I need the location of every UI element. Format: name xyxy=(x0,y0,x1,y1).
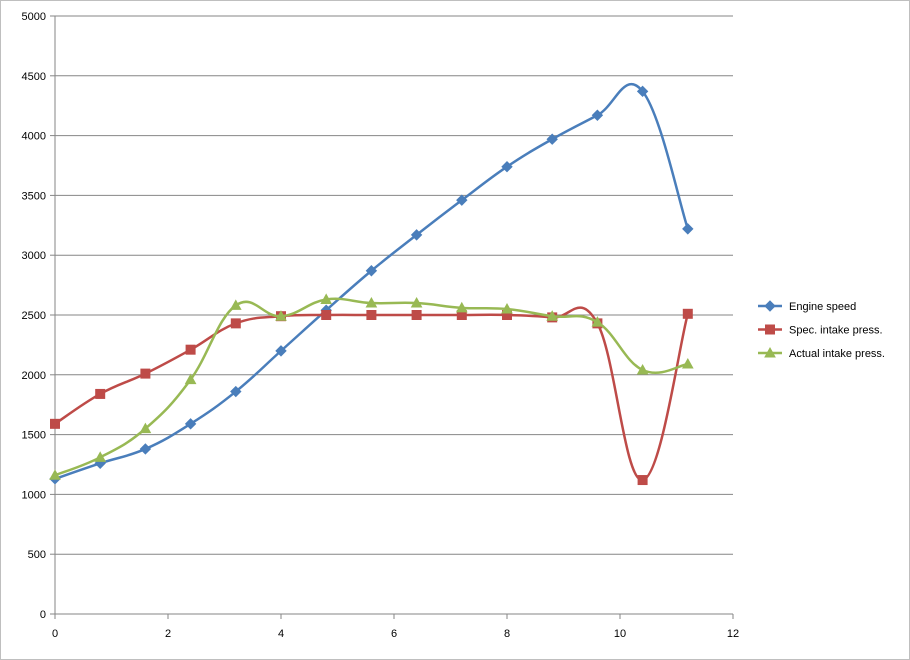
legend-label: Spec. intake press. xyxy=(789,325,883,337)
legend: Engine speed Spec. intake press. Actual in… xyxy=(758,300,885,360)
data-point xyxy=(230,385,242,398)
data-point xyxy=(139,443,152,455)
y-tick-label: 4000 xyxy=(22,131,46,143)
data-point xyxy=(546,133,558,145)
legend-swatch-marker xyxy=(764,346,776,358)
data-point xyxy=(275,345,287,357)
data-point xyxy=(411,310,422,320)
y-tick-labels: 0 500 1000 1500 2000 2500 3000 3500 4000 4500 5000 xyxy=(22,11,46,621)
data-point xyxy=(501,160,513,173)
data-point xyxy=(682,223,694,235)
gridlines xyxy=(55,15,733,555)
legend-label: Actual intake press. xyxy=(789,348,885,360)
y-tick-label: 3000 xyxy=(22,250,46,262)
data-point xyxy=(229,299,242,310)
legend-item: Actual intake press. xyxy=(758,346,885,360)
legend-swatch-marker xyxy=(765,324,775,335)
y-tick-label: 1000 xyxy=(22,489,46,501)
data-point xyxy=(321,310,332,320)
data-point xyxy=(185,344,196,355)
data-point xyxy=(320,293,333,304)
series-engine-speed xyxy=(49,82,694,485)
data-point xyxy=(637,475,648,486)
data-point xyxy=(184,418,197,430)
data-point xyxy=(365,265,378,277)
y-tick-label: 3500 xyxy=(22,190,46,202)
data-point xyxy=(139,422,152,434)
x-tick-label: 8 xyxy=(504,628,510,640)
data-point xyxy=(410,229,423,241)
data-point xyxy=(275,310,287,321)
data-point xyxy=(591,316,604,327)
y-tick-label: 4500 xyxy=(22,71,46,83)
series-line xyxy=(54,306,690,482)
data-point xyxy=(184,373,197,385)
data-point xyxy=(230,318,241,329)
y-tick-label: 2500 xyxy=(22,310,46,322)
legend-item: Spec. intake press. xyxy=(758,324,883,337)
data-point xyxy=(591,109,604,121)
series-actual-intake-press xyxy=(49,293,694,480)
data-point xyxy=(365,297,378,308)
data-point xyxy=(94,451,107,462)
data-point xyxy=(140,368,151,379)
data-point xyxy=(50,418,60,429)
data-point xyxy=(501,302,513,314)
x-tick-label: 0 xyxy=(52,628,58,640)
data-point xyxy=(636,85,649,98)
data-point xyxy=(546,310,559,321)
x-tick-label: 4 xyxy=(278,628,284,640)
y-tick-label: 2000 xyxy=(22,370,46,382)
y-tick-label: 500 xyxy=(28,549,46,561)
axes xyxy=(50,15,734,619)
data-point xyxy=(636,363,649,375)
x-tick-label: 10 xyxy=(614,628,626,640)
data-point xyxy=(682,308,693,319)
data-point xyxy=(95,388,106,399)
x-tick-labels: 0 2 4 6 8 10 12 xyxy=(52,628,739,640)
data-point xyxy=(49,469,61,480)
y-tick-label: 5000 xyxy=(22,11,46,23)
legend-item: Engine speed xyxy=(758,300,856,313)
series-line xyxy=(54,297,689,477)
y-tick-label: 1500 xyxy=(22,430,46,442)
x-tick-label: 12 xyxy=(727,628,739,640)
series-line xyxy=(54,82,689,481)
series-spec-intake-press xyxy=(50,306,693,486)
legend-swatch-marker xyxy=(764,300,776,312)
data-point xyxy=(366,310,377,320)
data-point xyxy=(455,301,468,313)
data-point xyxy=(681,358,694,369)
series-group xyxy=(49,82,694,486)
legend-label: Engine speed xyxy=(789,301,856,313)
data-point xyxy=(410,297,423,308)
data-point xyxy=(456,194,468,206)
x-tick-label: 2 xyxy=(165,628,171,640)
y-tick-label: 0 xyxy=(40,609,46,621)
x-tick-label: 6 xyxy=(391,628,397,640)
